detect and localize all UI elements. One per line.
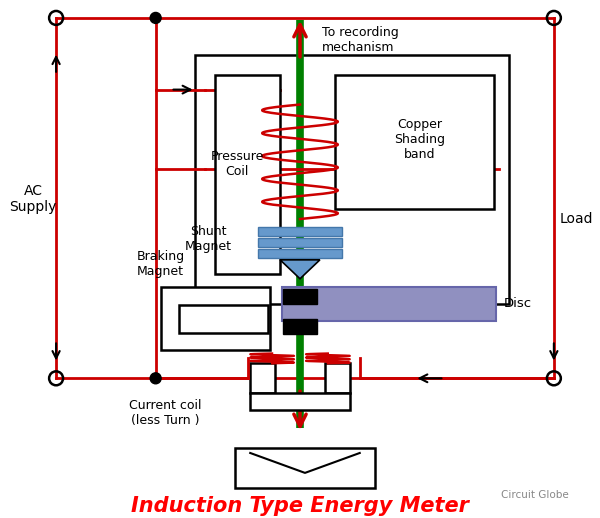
Text: Braking
Magnet: Braking Magnet [137,250,185,278]
Bar [282,287,496,321]
Bar [215,75,280,274]
Bar [258,249,342,258]
Bar [283,319,317,334]
Text: Shunt
Magnet: Shunt Magnet [185,225,232,253]
Bar [283,289,317,304]
Bar [196,55,509,304]
Circle shape [150,12,161,23]
Bar [335,75,494,209]
Text: AC
Supply: AC Supply [10,184,57,214]
Text: Disc: Disc [504,297,532,310]
Bar [179,305,268,333]
Polygon shape [280,260,320,279]
Text: Load: Load [560,212,593,226]
Text: To recording
mechanism: To recording mechanism [322,26,398,54]
Circle shape [150,373,161,384]
Bar [161,287,270,351]
Text: Current coil
(less Turn ): Current coil (less Turn ) [130,399,202,427]
Text: Pressure
Coil: Pressure Coil [211,150,264,178]
Bar [258,227,342,236]
Bar [258,238,342,247]
Bar [325,364,350,393]
Text: Induction Type Energy Meter: Induction Type Energy Meter [131,496,469,516]
Text: Copper
Shading
band: Copper Shading band [394,118,445,161]
Bar [250,364,275,393]
Bar [250,393,350,410]
Text: Circuit Globe: Circuit Globe [501,490,569,500]
Bar [235,448,374,488]
